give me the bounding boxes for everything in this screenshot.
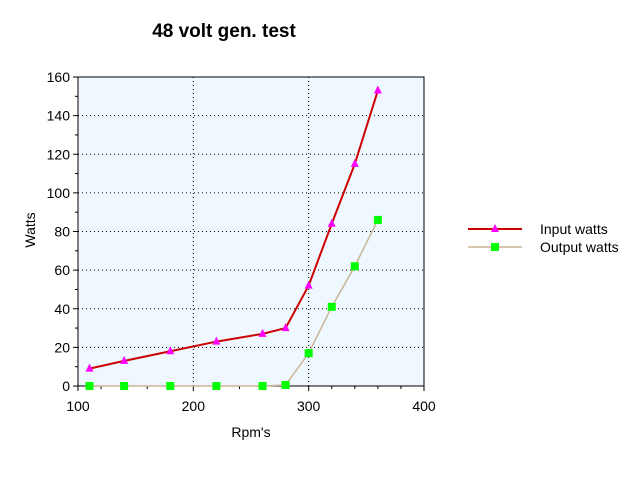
y-tick-label: 0 xyxy=(62,378,70,394)
chart-title: 48 volt gen. test xyxy=(152,21,296,42)
output-watts-point xyxy=(327,302,336,311)
output-watts-point xyxy=(212,382,221,390)
output-watts-point xyxy=(304,349,313,358)
input-watts-point xyxy=(350,158,359,167)
y-tick-label: 160 xyxy=(47,69,71,85)
input-watts-point xyxy=(258,328,267,337)
x-tick-label: 300 xyxy=(297,398,321,414)
input-watts-point xyxy=(85,363,94,372)
legend-label: Input watts xyxy=(540,221,608,237)
y-axis-label: Watts xyxy=(22,212,38,247)
output-watts-point xyxy=(120,382,129,390)
output-watts-point xyxy=(85,382,94,390)
legend-marker xyxy=(491,243,499,251)
legend: Input watts Output watts xyxy=(468,221,619,255)
y-tick-label: 140 xyxy=(47,108,71,124)
y-tick-label: 20 xyxy=(54,339,70,355)
x-axis-label: Rpm's xyxy=(231,424,270,440)
input-watts-point xyxy=(281,323,290,332)
x-tick-label: 400 xyxy=(412,398,436,414)
grid xyxy=(78,77,424,386)
output-watts-point xyxy=(373,215,382,224)
y-tick-label: 60 xyxy=(54,262,70,278)
y-tick-label: 100 xyxy=(47,185,71,201)
y-tick-label: 40 xyxy=(54,301,70,317)
x-tick-label: 100 xyxy=(66,398,90,414)
output-watts-point xyxy=(281,381,290,390)
y-tick-label: 80 xyxy=(54,224,70,240)
output-watts-point xyxy=(350,262,359,271)
tick-labels: 0 20 40 60 80 100 120 140 160 100 200 300 400 xyxy=(47,69,436,414)
output-watts-point xyxy=(166,382,175,390)
legend-marker xyxy=(491,224,499,232)
input-watts-point xyxy=(166,346,175,355)
series-line-output-watts xyxy=(89,219,379,387)
y-tick-label: 120 xyxy=(47,146,71,162)
series-group xyxy=(85,85,382,390)
input-watts-point xyxy=(327,218,336,227)
input-watts-point xyxy=(304,280,313,289)
input-watts-point xyxy=(120,355,129,364)
legend-label: Output watts xyxy=(540,239,619,255)
input-watts-point xyxy=(373,85,382,94)
input-watts-point xyxy=(212,336,221,345)
x-tick-label: 200 xyxy=(182,398,206,414)
output-watts-point xyxy=(258,382,267,390)
series-line-input-watts xyxy=(89,90,379,370)
